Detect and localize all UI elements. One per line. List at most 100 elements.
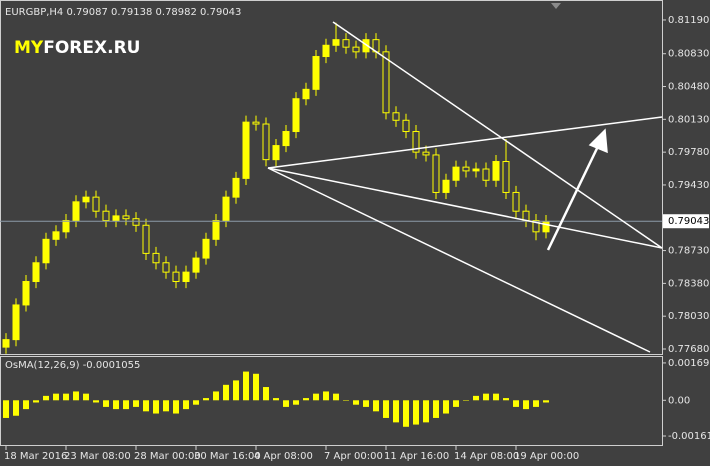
osma-bar — [23, 400, 29, 410]
candle-body — [12, 304, 20, 341]
indicator-panel: 0.001692 0.00 -0.001617 — [3, 358, 710, 442]
osma-bar — [273, 398, 279, 401]
osma-bar — [413, 400, 419, 425]
osma-bar — [523, 400, 529, 410]
osma-bar — [443, 400, 449, 414]
candle-body — [412, 131, 420, 153]
candle-body — [332, 39, 340, 46]
x-tick-label: 11 Apr 16:00 — [384, 451, 449, 462]
candle-body — [162, 262, 170, 273]
osma-bar — [183, 400, 189, 410]
osma-bar — [163, 400, 169, 412]
osma-bar — [233, 380, 239, 401]
y-tick-label: -0.001617 — [668, 431, 710, 442]
candle-body — [482, 168, 490, 181]
osma-bar — [403, 400, 409, 427]
candle-body — [352, 46, 360, 53]
osma-bar — [543, 400, 549, 403]
osma-bar — [243, 371, 249, 401]
osma-bar — [423, 400, 429, 423]
candle-body — [102, 210, 110, 222]
candle-body — [432, 154, 440, 193]
x-tick-label: 7 Apr 00:00 — [324, 451, 383, 462]
candle-body — [172, 271, 180, 283]
candle-body — [472, 168, 480, 172]
candle-body — [452, 166, 460, 181]
osma-bar — [73, 391, 79, 401]
candle-body — [382, 51, 390, 114]
y-tick-label: 0.79430 — [668, 180, 709, 191]
y-tick-label: 0.81190 — [668, 15, 709, 26]
trend-line — [267, 167, 651, 353]
candle-body — [182, 271, 190, 283]
candle-body — [252, 121, 260, 125]
osma-bar — [103, 400, 109, 407]
osma-bar — [473, 395, 479, 401]
trend-line — [267, 167, 663, 249]
osma-bar — [373, 400, 379, 412]
x-tick-label: 23 Mar 08:00 — [64, 451, 131, 462]
osma-bar — [393, 400, 399, 423]
candle-body — [82, 196, 90, 203]
osma-bar — [463, 400, 469, 401]
y-tick-label: 0.79780 — [668, 147, 709, 158]
candle-body — [522, 210, 530, 222]
y-tick-label: 0.78730 — [668, 246, 709, 257]
candle-body — [152, 252, 160, 264]
osma-bar — [113, 400, 119, 410]
osma-bar — [533, 400, 539, 407]
candle-body — [22, 281, 30, 306]
x-tick-label: 28 Mar 00:00 — [134, 451, 201, 462]
candle-body — [132, 218, 140, 226]
candle-body — [272, 145, 280, 161]
osma-bar — [363, 400, 369, 407]
osma-bar — [123, 400, 129, 410]
osma-bar — [3, 400, 9, 418]
candle-body — [362, 39, 370, 53]
candle-body — [302, 88, 310, 100]
main-panel: 0.81190 0.80830 0.80480 0.80130 0.79780 0.794… — [0, 15, 709, 355]
osma-bar — [223, 384, 229, 401]
osma-bar — [153, 400, 159, 414]
candle-body — [62, 220, 70, 233]
osma-bar — [93, 400, 99, 403]
shift-marker — [551, 3, 561, 9]
x-tick-label: 18 Mar 2016 — [4, 451, 67, 462]
indicator-title: OsMA(12,26,9) -0.0001055 — [5, 360, 140, 371]
y-tick-label: 0.80830 — [668, 49, 709, 60]
osma-bar — [143, 400, 149, 412]
osma-bar — [513, 400, 519, 407]
y-tick-label: 0.80130 — [668, 114, 709, 125]
osma-bar — [213, 391, 219, 401]
last-price-label: 0.79043 — [668, 216, 709, 227]
watermark-my: MY — [14, 38, 44, 58]
candle-body — [402, 119, 410, 133]
candle-body — [292, 98, 300, 133]
candle-body — [232, 177, 240, 198]
candle-body — [92, 196, 100, 212]
osma-bar — [503, 398, 509, 401]
candle-body — [282, 131, 290, 147]
osma-bar — [483, 393, 489, 401]
candle-body — [492, 161, 500, 181]
candle-body — [262, 123, 270, 161]
candle-body — [512, 191, 520, 212]
candle-body — [542, 221, 550, 233]
osma-bar — [253, 373, 259, 401]
candle-body — [202, 238, 210, 259]
candle-body — [422, 151, 430, 156]
indicator-panel-frame — [0, 356, 663, 446]
candle-body — [142, 224, 150, 254]
candle-body — [532, 220, 540, 233]
osma-bar — [493, 393, 499, 401]
candle-body — [312, 56, 320, 90]
osma-bar — [383, 400, 389, 418]
chart-title: EURGBP,H4 0.79087 0.79138 0.78982 0.7904… — [5, 7, 241, 18]
candle-body — [342, 39, 350, 48]
candle-body — [52, 231, 60, 240]
watermark: MYFOREX.RU — [14, 38, 140, 58]
x-tick-label: 19 Apr 00:00 — [514, 451, 579, 462]
